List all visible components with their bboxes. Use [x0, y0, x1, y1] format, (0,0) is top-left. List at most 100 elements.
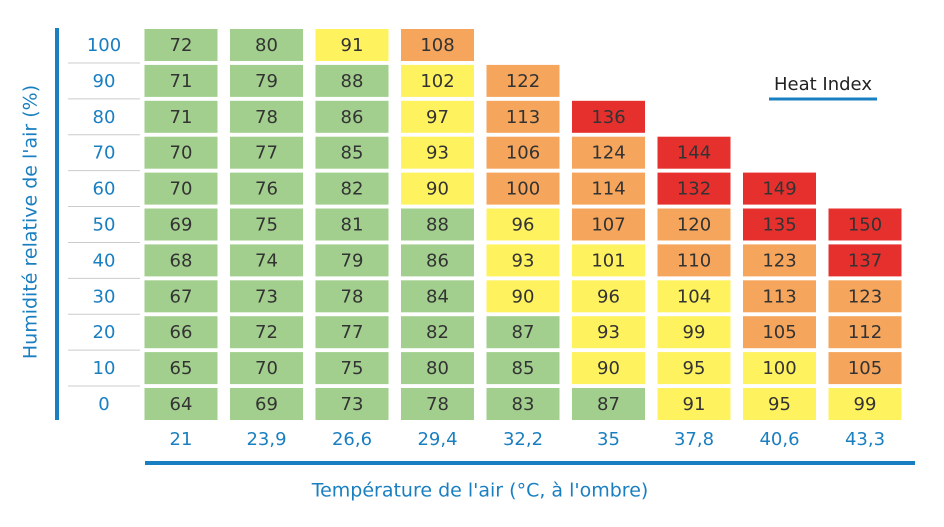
cell-label: 87	[597, 394, 620, 415]
x-tick-label: 40,6	[759, 429, 799, 450]
heat-cell	[401, 136, 474, 169]
heat-cell	[743, 244, 816, 277]
heat-cell	[315, 244, 389, 277]
heat-cell	[230, 29, 303, 61]
cell-label: 70	[170, 143, 193, 164]
heat-cell	[144, 208, 218, 241]
cell-label: 136	[591, 107, 625, 128]
heat-cell	[743, 280, 816, 313]
cell-label: 87	[512, 322, 535, 343]
heat-cell	[401, 352, 474, 385]
cell-label: 80	[255, 35, 278, 56]
heat-cell	[315, 208, 389, 241]
cell-label: 113	[506, 107, 540, 128]
cell-label: 114	[591, 179, 625, 200]
y-tick-label: 90	[93, 71, 116, 92]
heat-cell	[657, 172, 731, 205]
cell-label: 113	[762, 286, 796, 307]
cell-label: 93	[512, 250, 535, 271]
heat-cell	[144, 352, 218, 385]
heat-cell	[657, 388, 731, 420]
heat-cell	[230, 280, 303, 313]
cell-label: 99	[683, 322, 706, 343]
cell-label: 108	[420, 35, 454, 56]
heat-cell	[230, 244, 303, 277]
heat-cell	[144, 172, 218, 205]
cell-label: 75	[341, 358, 364, 379]
y-axis-title: Humidité relative de l'air (%)	[20, 85, 42, 359]
heat-cell	[743, 388, 816, 420]
cell-label: 122	[506, 71, 540, 92]
cell-label: 76	[255, 179, 278, 200]
cell-label: 78	[341, 286, 364, 307]
heat-cell	[230, 316, 303, 349]
cell-label: 123	[848, 286, 882, 307]
x-tick-label: 21	[170, 429, 193, 450]
cell-label: 150	[848, 215, 882, 236]
cell-label: 96	[597, 286, 620, 307]
heat-cell	[486, 280, 560, 313]
x-axis-title: Température de l'air (°C, à l'ombre)	[311, 480, 649, 502]
cell-label: 106	[506, 143, 540, 164]
cell-label: 132	[677, 179, 711, 200]
cell-label: 69	[170, 215, 193, 236]
heat-cell	[743, 316, 816, 349]
heat-cell	[657, 208, 731, 241]
x-tick-label: 23,9	[246, 429, 286, 450]
x-tick-label: 37,8	[674, 429, 714, 450]
heat-cell	[572, 208, 645, 241]
heat-cell	[315, 280, 389, 313]
heat-cell	[401, 316, 474, 349]
cell-label: 72	[170, 35, 193, 56]
cell-label: 93	[597, 322, 620, 343]
y-tick-label: 30	[93, 286, 116, 307]
heat-cell	[401, 208, 474, 241]
heat-cell	[572, 388, 645, 420]
heat-cell	[230, 172, 303, 205]
cell-label: 68	[170, 250, 193, 271]
cell-label: 102	[420, 71, 454, 92]
cell-label: 79	[255, 71, 278, 92]
heat-cell	[572, 172, 645, 205]
cell-label: 77	[341, 322, 364, 343]
heat-cell	[230, 388, 303, 420]
cell-label: 86	[426, 250, 449, 271]
heat-cell	[144, 136, 218, 169]
cell-label: 112	[848, 322, 882, 343]
heat-cell	[401, 64, 474, 97]
heat-cell	[828, 316, 902, 349]
cell-label: 85	[512, 358, 535, 379]
heat-cell	[230, 64, 303, 97]
cell-label: 101	[591, 250, 625, 271]
cell-label: 84	[426, 286, 449, 307]
cell-label: 137	[848, 250, 882, 271]
heat-cell	[572, 100, 645, 133]
heat-cell	[230, 100, 303, 133]
x-tick-label: 32,2	[503, 429, 543, 450]
heat-cell	[144, 64, 218, 97]
cell-label: 105	[762, 322, 796, 343]
heat-cell	[486, 100, 560, 133]
cell-label: 96	[512, 215, 535, 236]
cell-label: 69	[255, 394, 278, 415]
y-tick-label: 70	[93, 143, 116, 164]
heat-cell	[315, 64, 389, 97]
cell-label: 93	[426, 143, 449, 164]
heat-cell	[486, 388, 560, 420]
cell-label: 144	[677, 143, 711, 164]
heat-cell	[657, 352, 731, 385]
y-tick-label: 0	[98, 394, 109, 415]
cell-label: 135	[762, 215, 796, 236]
heat-cell	[486, 352, 560, 385]
heat-cell	[828, 280, 902, 313]
cell-label: 90	[426, 179, 449, 200]
heat-cell	[401, 29, 474, 61]
cell-label: 90	[512, 286, 535, 307]
heat-cell	[230, 352, 303, 385]
heat-cell	[572, 136, 645, 169]
x-tick-label: 43,3	[845, 429, 885, 450]
cell-label: 72	[255, 322, 278, 343]
cell-label: 90	[597, 358, 620, 379]
cell-label: 67	[170, 286, 193, 307]
heat-cell	[657, 280, 731, 313]
